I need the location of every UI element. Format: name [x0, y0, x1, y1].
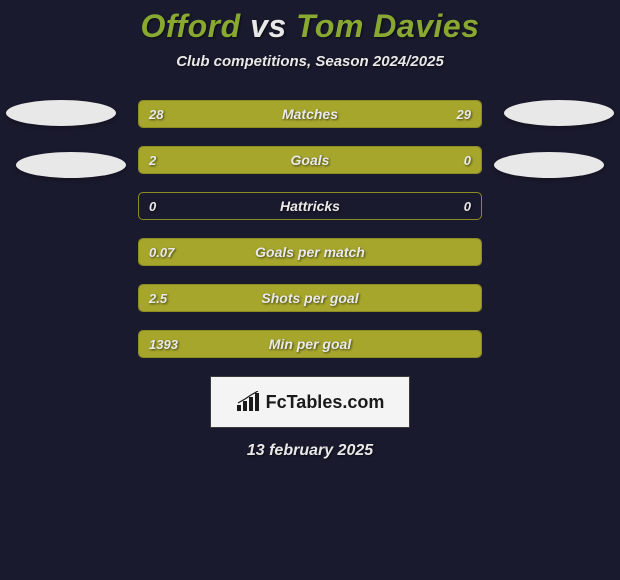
player1-avatar-top [6, 100, 116, 126]
player2-avatar-top [504, 100, 614, 126]
stat-value-right [461, 239, 481, 265]
stat-value-left: 1393 [139, 331, 188, 357]
stat-value-left: 0 [139, 193, 166, 219]
stat-row: 1393Min per goal [138, 330, 482, 358]
stat-rows: 28Matches292Goals00Hattricks00.07Goals p… [138, 100, 482, 358]
stat-row: 2.5Shots per goal [138, 284, 482, 312]
stat-value-right: 29 [447, 101, 481, 127]
logo-text: FcTables.com [266, 392, 385, 413]
stat-label: Matches [139, 101, 481, 127]
bars-icon [236, 391, 262, 413]
stat-row: 28Matches29 [138, 100, 482, 128]
stat-label: Goals per match [139, 239, 481, 265]
stat-value-right [461, 285, 481, 311]
logo-box[interactable]: FcTables.com [210, 376, 410, 428]
stat-value-left: 2 [139, 147, 166, 173]
page-title: Offord vs Tom Davies [0, 0, 620, 45]
stat-label: Min per goal [139, 331, 481, 357]
subtitle: Club competitions, Season 2024/2025 [0, 53, 620, 70]
stat-value-left: 2.5 [139, 285, 177, 311]
stat-row: 2Goals0 [138, 146, 482, 174]
date-label: 13 february 2025 [0, 442, 620, 460]
stat-value-left: 28 [139, 101, 173, 127]
stat-value-right [461, 331, 481, 357]
comparison-container: 28Matches292Goals00Hattricks00.07Goals p… [0, 100, 620, 358]
player2-name: Tom Davies [296, 8, 479, 44]
player2-avatar-bottom [494, 152, 604, 178]
stat-value-right: 0 [454, 147, 481, 173]
stat-label: Hattricks [139, 193, 481, 219]
stat-value-right: 0 [454, 193, 481, 219]
player1-name: Offord [141, 8, 241, 44]
stat-value-left: 0.07 [139, 239, 184, 265]
player1-avatar-bottom [16, 152, 126, 178]
stat-row: 0Hattricks0 [138, 192, 482, 220]
stat-row: 0.07Goals per match [138, 238, 482, 266]
stat-label: Goals [139, 147, 481, 173]
stat-label: Shots per goal [139, 285, 481, 311]
vs-label: vs [250, 8, 287, 44]
